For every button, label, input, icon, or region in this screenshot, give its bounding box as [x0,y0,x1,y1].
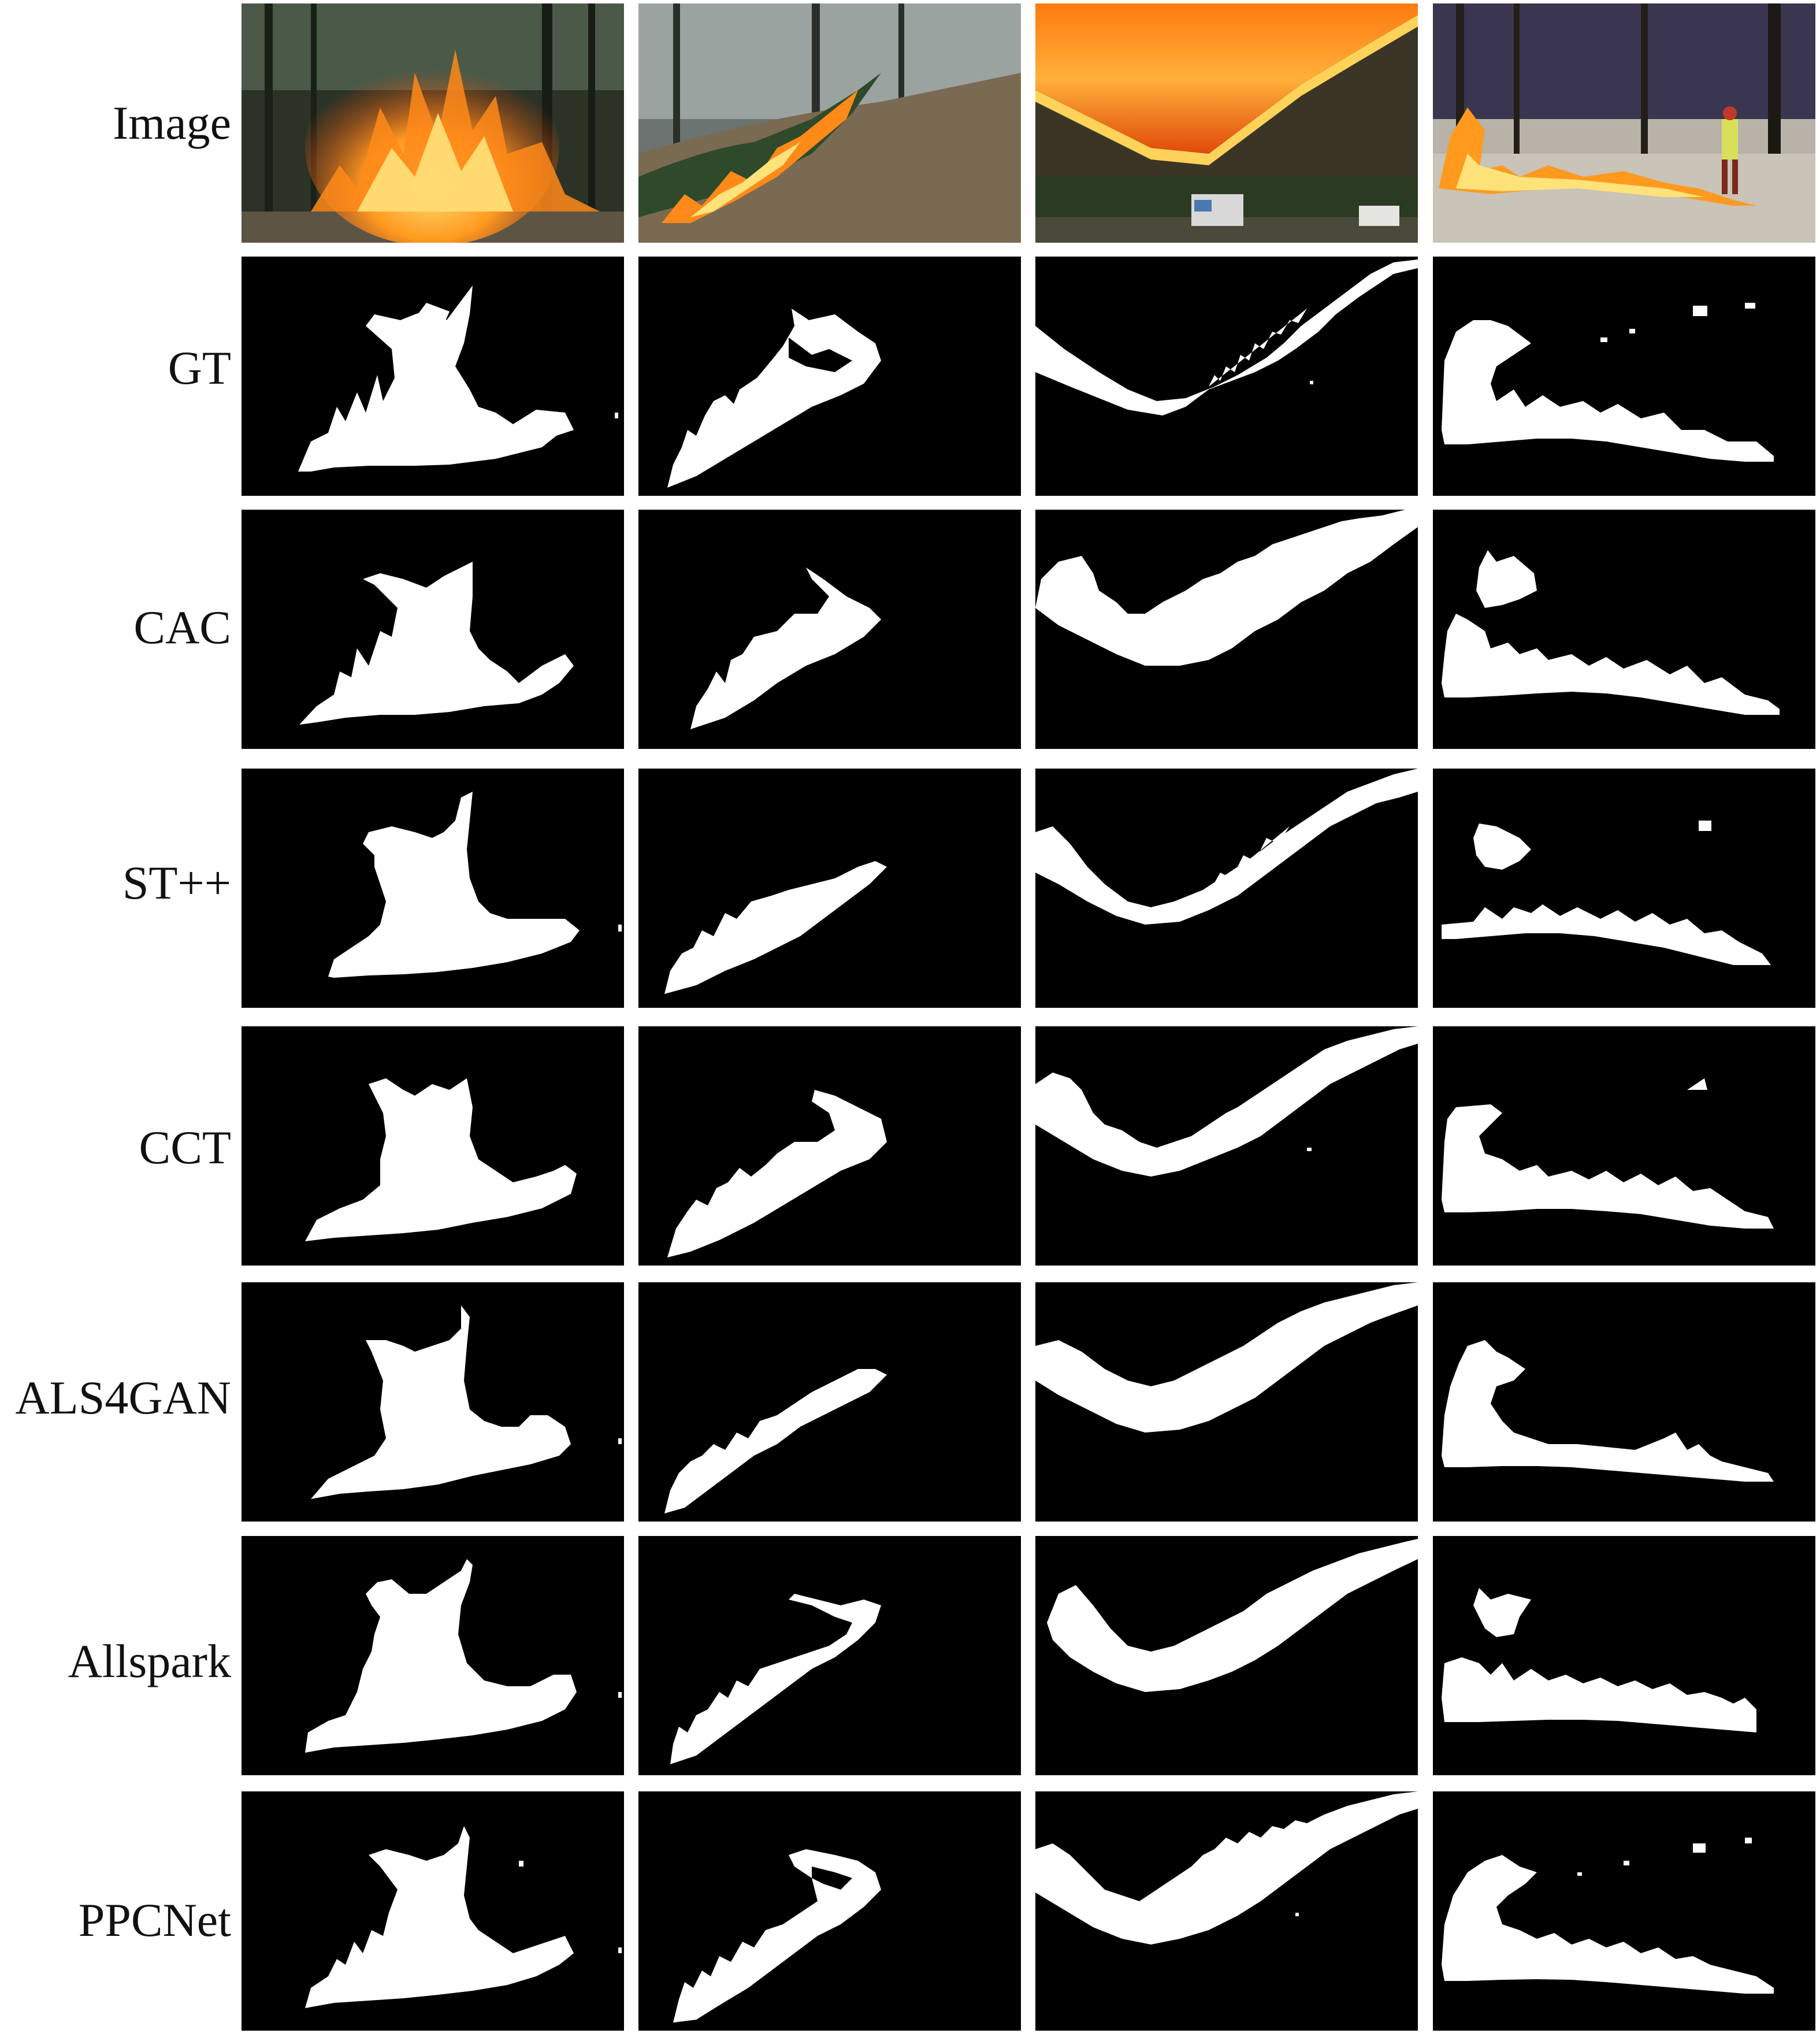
mask-allspark-col1 [242,1536,624,1775]
mask-cct-col2 [638,1026,1021,1266]
photo-forest-fire [242,3,624,243]
row-label-gt: GT [168,342,231,394]
mask-gt-col1 [242,257,624,496]
mask-cct-col1 [242,1026,624,1266]
mask-stpp-col4 [1433,769,1815,1008]
photo-ground-fire-firefighter [1433,3,1815,243]
row-label-stpp: ST++ [122,856,231,909]
mask-cac-col1 [242,510,624,749]
mask-cct-col4 [1433,1026,1815,1266]
mask-allspark-col3 [1035,1536,1418,1775]
mask-allspark-col4 [1433,1536,1815,1775]
row-label-cac: CAC [133,601,231,654]
row-label-allspark: Allspark [68,1635,231,1687]
mask-ppcnet-col3 [1035,1791,1418,2031]
mask-stpp-col3 [1035,769,1418,1008]
mask-ppcnet-col4 [1433,1791,1815,2031]
mask-ppcnet-col2 [638,1791,1021,2031]
photo-wildfire-ridge-firetruck [1035,3,1418,243]
mask-als4gan-col4 [1433,1282,1815,1522]
photo-hillside-smoke-fire [638,3,1021,243]
mask-ppcnet-col1 [242,1791,624,2031]
mask-allspark-col2 [638,1536,1021,1775]
mask-stpp-col2 [638,769,1021,1008]
mask-gt-col4 [1433,257,1815,496]
mask-cct-col3 [1035,1026,1418,1266]
mask-cac-col4 [1433,510,1815,749]
mask-cac-col3 [1035,510,1418,749]
mask-als4gan-col1 [242,1282,624,1522]
mask-als4gan-col3 [1035,1282,1418,1522]
mask-cac-col2 [638,510,1021,749]
mask-stpp-col1 [242,769,624,1008]
row-label-image: Image [113,97,231,149]
mask-gt-col2 [638,257,1021,496]
row-label-ppcnet: PPCNet [78,1894,231,1946]
mask-gt-col3 [1035,257,1418,496]
mask-als4gan-col2 [638,1282,1021,1522]
row-label-cct: CCT [139,1121,231,1174]
row-label-als4gan: ALS4GAN [15,1371,231,1424]
